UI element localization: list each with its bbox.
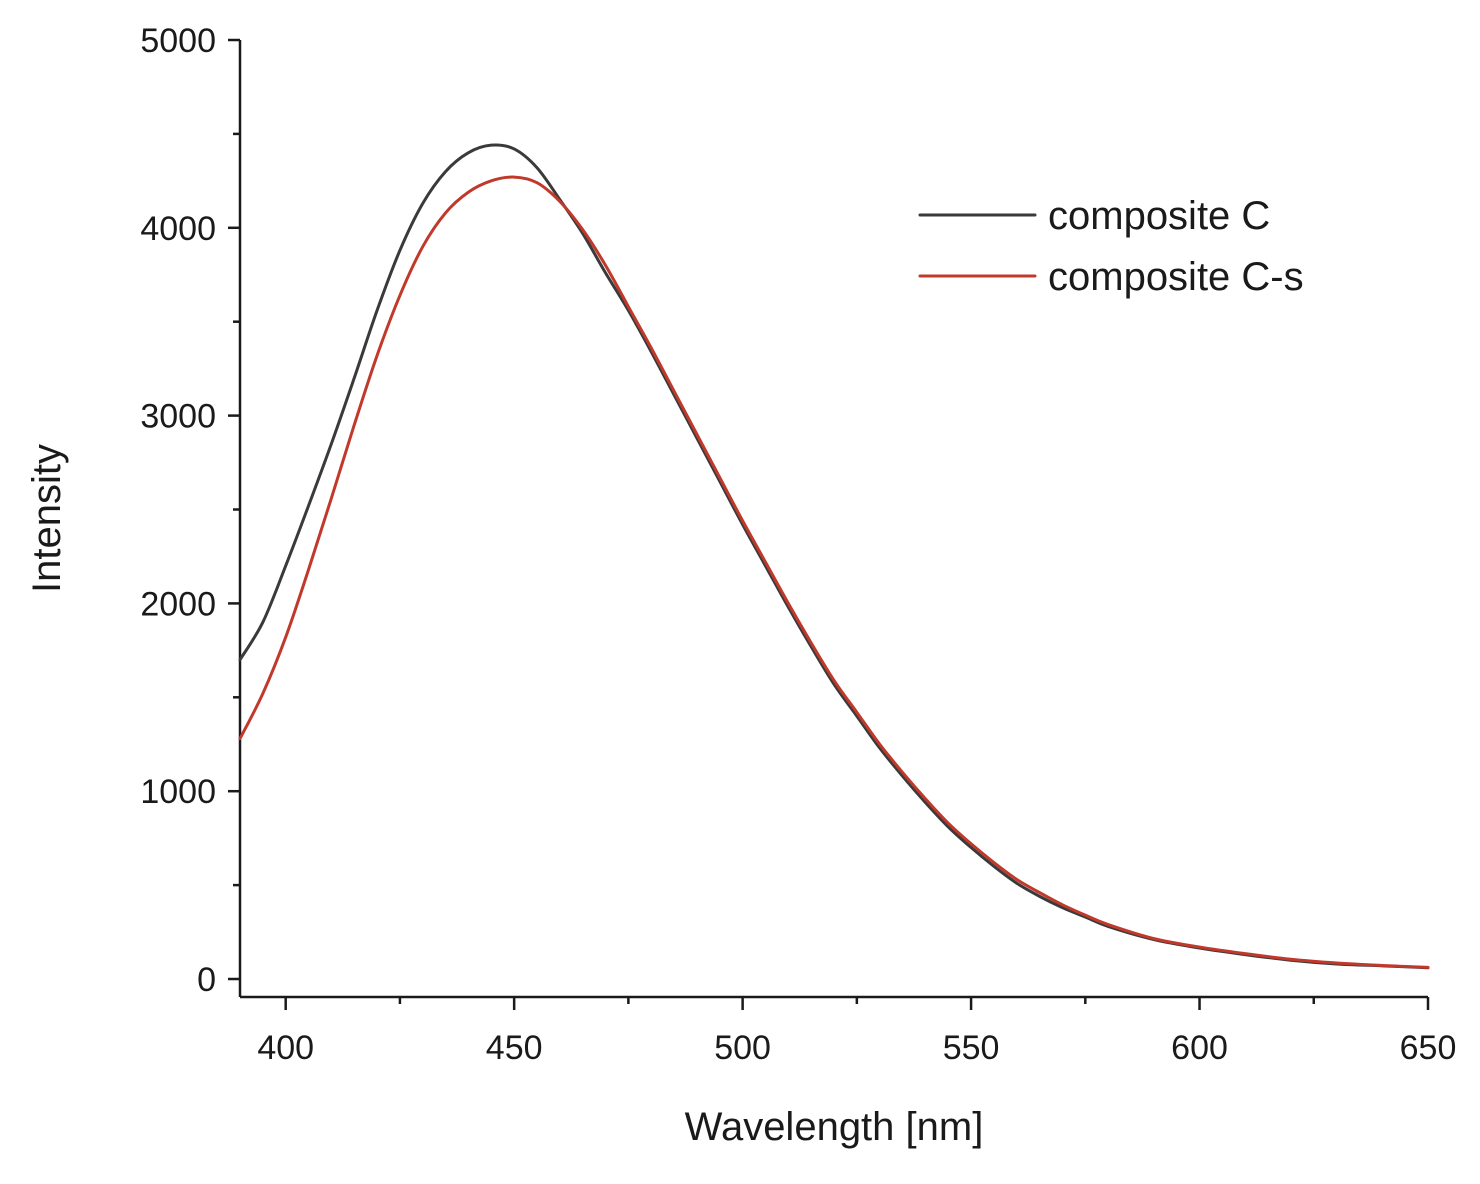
y-tick-label: 3000 [140, 398, 216, 436]
series-line-composite-c [238, 143, 1430, 970]
x-tick-label: 550 [943, 1029, 1000, 1067]
legend-label-composite-c: composite C [1048, 194, 1270, 238]
y-axis-title: Intensity [25, 444, 69, 593]
x-axis-title: Wavelength [nm] [685, 1105, 984, 1149]
x-tick-label: 400 [257, 1029, 314, 1067]
legend: composite C composite C-s [918, 194, 1304, 299]
y-tick-label: 1000 [140, 773, 216, 811]
y-tick-label: 0 [197, 961, 216, 999]
x-tick-label: 600 [1171, 1029, 1228, 1067]
x-ticks: 400 450 500 550 600 650 [257, 997, 1456, 1067]
legend-label-composite-c-s: composite C-s [1048, 255, 1304, 299]
y-tick-label: 5000 [140, 22, 216, 60]
x-tick-label: 500 [714, 1029, 771, 1067]
y-tick-label: 2000 [140, 585, 216, 623]
y-tick-label: 4000 [140, 210, 216, 248]
x-tick-label: 450 [486, 1029, 543, 1067]
series-group [238, 143, 1430, 970]
y-ticks: 0 1000 2000 3000 4000 5000 [140, 22, 240, 999]
x-tick-label: 650 [1400, 1029, 1457, 1067]
series-line-composite-c-s [238, 175, 1430, 969]
axes [238, 40, 1428, 999]
